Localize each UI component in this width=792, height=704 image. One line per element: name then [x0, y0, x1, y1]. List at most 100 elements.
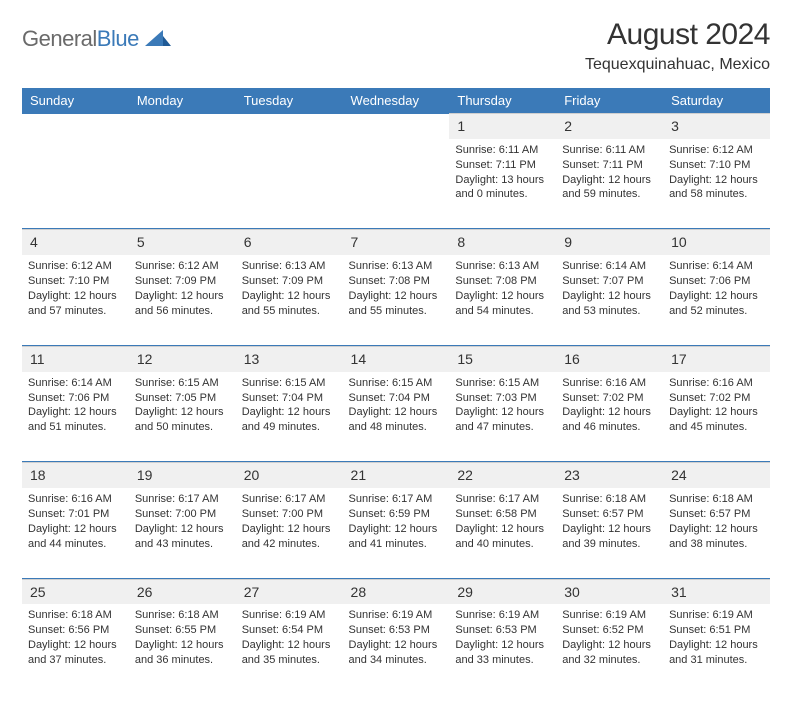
- calendar-table: Sunday Monday Tuesday Wednesday Thursday…: [22, 88, 770, 694]
- day-header: Sunday: [22, 88, 129, 114]
- day-detail-cell: Sunrise: 6:16 AMSunset: 7:01 PMDaylight:…: [22, 488, 129, 578]
- daynum-row: 45678910: [22, 230, 770, 255]
- day-number-cell: 16: [556, 346, 663, 371]
- detail-row: Sunrise: 6:16 AMSunset: 7:01 PMDaylight:…: [22, 488, 770, 578]
- daylight-line: Daylight: 12 hours and 32 minutes.: [562, 638, 657, 668]
- day-detail-cell: Sunrise: 6:12 AMSunset: 7:09 PMDaylight:…: [129, 255, 236, 345]
- daylight-line: Daylight: 12 hours and 38 minutes.: [669, 522, 764, 552]
- day-number-cell: 9: [556, 230, 663, 255]
- daylight-line: Daylight: 12 hours and 47 minutes.: [455, 405, 550, 435]
- brand-triangle-icon: [145, 26, 171, 52]
- sunset-line: Sunset: 7:02 PM: [669, 391, 764, 406]
- sunset-line: Sunset: 7:06 PM: [28, 391, 123, 406]
- calendar-body: 123Sunrise: 6:11 AMSunset: 7:11 PMDaylig…: [22, 114, 770, 695]
- day-detail-cell: Sunrise: 6:19 AMSunset: 6:52 PMDaylight:…: [556, 604, 663, 694]
- sunset-line: Sunset: 7:10 PM: [28, 274, 123, 289]
- detail-row: Sunrise: 6:12 AMSunset: 7:10 PMDaylight:…: [22, 255, 770, 345]
- daynum-row: 123: [22, 114, 770, 139]
- daylight-line: Daylight: 12 hours and 41 minutes.: [349, 522, 444, 552]
- day-detail-cell: Sunrise: 6:15 AMSunset: 7:03 PMDaylight:…: [449, 372, 556, 462]
- day-number-cell: 10: [663, 230, 770, 255]
- daylight-line: Daylight: 12 hours and 36 minutes.: [135, 638, 230, 668]
- daylight-line: Daylight: 12 hours and 55 minutes.: [242, 289, 337, 319]
- daylight-line: Daylight: 12 hours and 39 minutes.: [562, 522, 657, 552]
- sunset-line: Sunset: 6:57 PM: [562, 507, 657, 522]
- day-number-cell: 30: [556, 579, 663, 604]
- sunset-line: Sunset: 6:52 PM: [562, 623, 657, 638]
- daylight-line: Daylight: 12 hours and 43 minutes.: [135, 522, 230, 552]
- sunrise-line: Sunrise: 6:14 AM: [28, 376, 123, 391]
- daylight-line: Daylight: 12 hours and 42 minutes.: [242, 522, 337, 552]
- day-number-cell: 5: [129, 230, 236, 255]
- page-header: GeneralBlue August 2024 Tequexquinahuac,…: [22, 18, 770, 74]
- sunset-line: Sunset: 6:53 PM: [349, 623, 444, 638]
- sunrise-line: Sunrise: 6:14 AM: [562, 259, 657, 274]
- sunrise-line: Sunrise: 6:18 AM: [562, 492, 657, 507]
- sunrise-line: Sunrise: 6:19 AM: [242, 608, 337, 623]
- sunset-line: Sunset: 6:58 PM: [455, 507, 550, 522]
- day-detail-cell: Sunrise: 6:14 AMSunset: 7:06 PMDaylight:…: [663, 255, 770, 345]
- daynum-row: 25262728293031: [22, 579, 770, 604]
- daylight-line: Daylight: 12 hours and 57 minutes.: [28, 289, 123, 319]
- day-number-cell: 4: [22, 230, 129, 255]
- daylight-line: Daylight: 12 hours and 48 minutes.: [349, 405, 444, 435]
- daylight-line: Daylight: 12 hours and 35 minutes.: [242, 638, 337, 668]
- day-number-cell: 14: [343, 346, 450, 371]
- sunset-line: Sunset: 6:54 PM: [242, 623, 337, 638]
- day-detail-cell: Sunrise: 6:14 AMSunset: 7:06 PMDaylight:…: [22, 372, 129, 462]
- day-detail-cell: [343, 139, 450, 229]
- day-detail-cell: Sunrise: 6:17 AMSunset: 6:58 PMDaylight:…: [449, 488, 556, 578]
- sunrise-line: Sunrise: 6:16 AM: [562, 376, 657, 391]
- sunrise-line: Sunrise: 6:18 AM: [135, 608, 230, 623]
- sunset-line: Sunset: 7:04 PM: [242, 391, 337, 406]
- daylight-line: Daylight: 12 hours and 31 minutes.: [669, 638, 764, 668]
- day-detail-cell: [236, 139, 343, 229]
- day-detail-cell: Sunrise: 6:15 AMSunset: 7:05 PMDaylight:…: [129, 372, 236, 462]
- brand-part1: General: [22, 26, 97, 52]
- day-number-cell: [343, 114, 450, 139]
- daylight-line: Daylight: 12 hours and 59 minutes.: [562, 173, 657, 203]
- day-detail-cell: [22, 139, 129, 229]
- daylight-line: Daylight: 12 hours and 46 minutes.: [562, 405, 657, 435]
- calendar-page: GeneralBlue August 2024 Tequexquinahuac,…: [0, 0, 792, 704]
- daylight-line: Daylight: 12 hours and 56 minutes.: [135, 289, 230, 319]
- daynum-row: 18192021222324: [22, 463, 770, 488]
- day-number-cell: 26: [129, 579, 236, 604]
- day-detail-cell: Sunrise: 6:17 AMSunset: 7:00 PMDaylight:…: [236, 488, 343, 578]
- day-number-cell: 13: [236, 346, 343, 371]
- sunset-line: Sunset: 7:09 PM: [242, 274, 337, 289]
- day-header: Saturday: [663, 88, 770, 114]
- day-detail-cell: Sunrise: 6:17 AMSunset: 6:59 PMDaylight:…: [343, 488, 450, 578]
- sunrise-line: Sunrise: 6:11 AM: [562, 143, 657, 158]
- day-detail-cell: Sunrise: 6:15 AMSunset: 7:04 PMDaylight:…: [343, 372, 450, 462]
- sunrise-line: Sunrise: 6:19 AM: [349, 608, 444, 623]
- sunrise-line: Sunrise: 6:16 AM: [28, 492, 123, 507]
- day-number-cell: 23: [556, 463, 663, 488]
- sunset-line: Sunset: 7:09 PM: [135, 274, 230, 289]
- daylight-line: Daylight: 12 hours and 49 minutes.: [242, 405, 337, 435]
- detail-row: Sunrise: 6:18 AMSunset: 6:56 PMDaylight:…: [22, 604, 770, 694]
- daylight-line: Daylight: 12 hours and 55 minutes.: [349, 289, 444, 319]
- day-number-cell: 21: [343, 463, 450, 488]
- day-detail-cell: Sunrise: 6:18 AMSunset: 6:55 PMDaylight:…: [129, 604, 236, 694]
- sunset-line: Sunset: 7:02 PM: [562, 391, 657, 406]
- sunrise-line: Sunrise: 6:17 AM: [242, 492, 337, 507]
- sunset-line: Sunset: 6:59 PM: [349, 507, 444, 522]
- day-detail-cell: Sunrise: 6:17 AMSunset: 7:00 PMDaylight:…: [129, 488, 236, 578]
- day-detail-cell: Sunrise: 6:18 AMSunset: 6:56 PMDaylight:…: [22, 604, 129, 694]
- sunset-line: Sunset: 6:57 PM: [669, 507, 764, 522]
- day-detail-cell: Sunrise: 6:12 AMSunset: 7:10 PMDaylight:…: [663, 139, 770, 229]
- day-detail-cell: Sunrise: 6:15 AMSunset: 7:04 PMDaylight:…: [236, 372, 343, 462]
- sunset-line: Sunset: 7:00 PM: [242, 507, 337, 522]
- daylight-line: Daylight: 12 hours and 40 minutes.: [455, 522, 550, 552]
- daylight-line: Daylight: 12 hours and 34 minutes.: [349, 638, 444, 668]
- sunrise-line: Sunrise: 6:15 AM: [242, 376, 337, 391]
- sunrise-line: Sunrise: 6:11 AM: [455, 143, 550, 158]
- sunrise-line: Sunrise: 6:17 AM: [135, 492, 230, 507]
- sunrise-line: Sunrise: 6:14 AM: [669, 259, 764, 274]
- page-subtitle: Tequexquinahuac, Mexico: [585, 56, 770, 74]
- daylight-line: Daylight: 12 hours and 33 minutes.: [455, 638, 550, 668]
- day-detail-cell: Sunrise: 6:11 AMSunset: 7:11 PMDaylight:…: [556, 139, 663, 229]
- day-number-cell: 18: [22, 463, 129, 488]
- day-detail-cell: Sunrise: 6:19 AMSunset: 6:53 PMDaylight:…: [449, 604, 556, 694]
